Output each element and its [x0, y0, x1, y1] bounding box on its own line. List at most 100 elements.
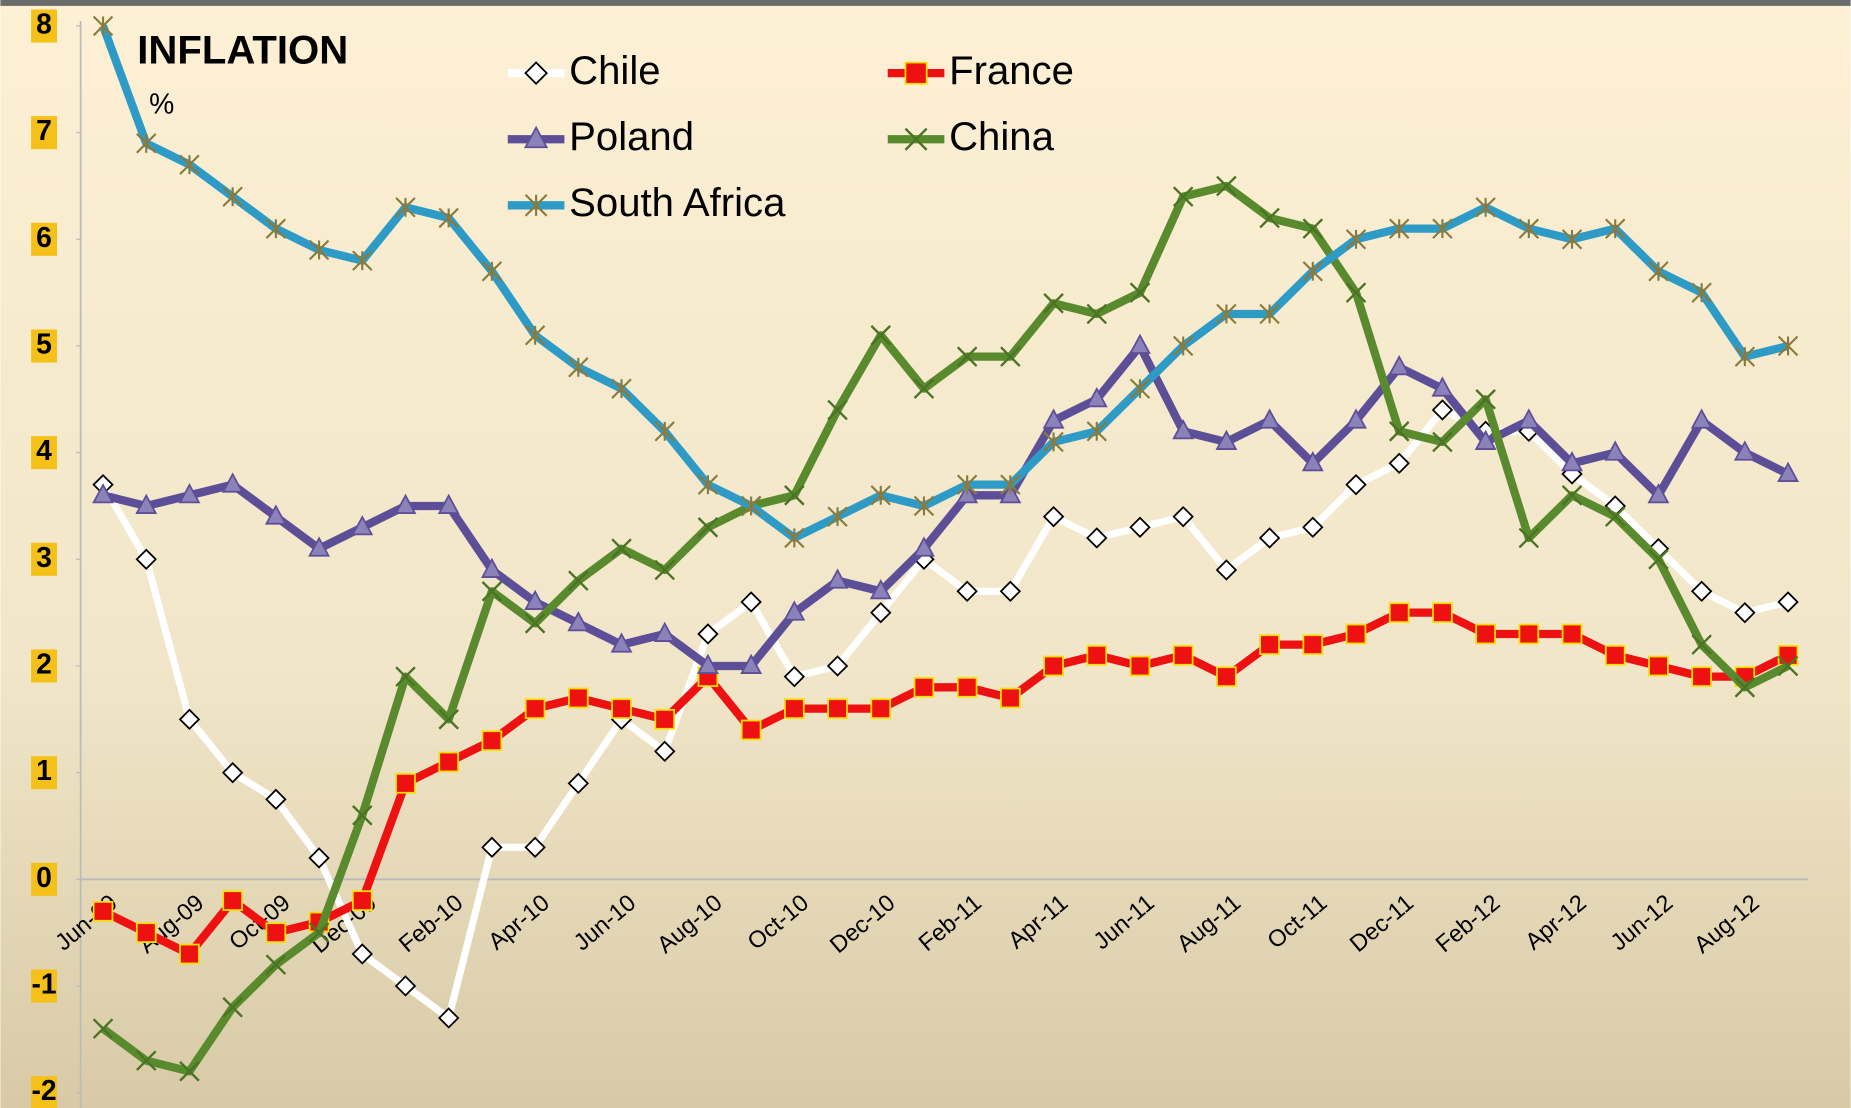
marker: [784, 527, 805, 549]
marker-shape: [956, 346, 978, 367]
marker: [1085, 387, 1108, 408]
marker-shape: [1432, 218, 1453, 239]
marker-shape: [1605, 218, 1626, 239]
marker-shape: [1345, 473, 1367, 496]
marker: [179, 154, 200, 175]
y-tick-box: [31, 436, 58, 470]
marker: [1258, 527, 1281, 549]
marker: [179, 943, 200, 965]
marker-shape: [1172, 644, 1194, 666]
marker-shape: [740, 653, 763, 674]
marker-shape: [1302, 261, 1323, 282]
marker: [1733, 440, 1756, 461]
y-tick-label: 1: [36, 754, 52, 786]
marker: [870, 325, 892, 346]
legend-label: South Africa: [569, 181, 786, 225]
marker-shape: [265, 218, 287, 239]
marker-shape: [178, 708, 201, 731]
marker-shape: [1647, 483, 1670, 504]
marker-shape: [1561, 623, 1583, 645]
marker: [524, 613, 546, 634]
marker: [904, 61, 928, 85]
marker: [135, 548, 157, 571]
marker: [1129, 378, 1151, 399]
marker-shape: [1432, 431, 1453, 453]
marker: [1561, 229, 1583, 250]
marker-shape: [1604, 506, 1626, 527]
marker: [1043, 655, 1064, 677]
marker-shape: [1043, 655, 1064, 677]
marker: [697, 474, 719, 495]
marker: [827, 698, 848, 719]
marker: [1518, 623, 1540, 645]
marker-shape: [1259, 207, 1280, 229]
marker: [135, 1050, 157, 1071]
marker: [870, 601, 892, 624]
marker: [265, 954, 287, 975]
marker: [1302, 634, 1324, 655]
marker-shape: [352, 250, 373, 271]
marker: [1172, 186, 1194, 207]
marker-shape: [913, 495, 935, 517]
marker-shape: [904, 61, 928, 85]
marker-shape: [1604, 644, 1626, 666]
marker: [265, 922, 287, 943]
marker-shape: [1000, 687, 1021, 709]
marker-shape: [740, 495, 762, 517]
marker: [222, 997, 243, 1018]
marker: [740, 653, 763, 674]
marker-shape: [869, 579, 892, 600]
marker: [740, 719, 762, 741]
marker-shape: [1216, 303, 1237, 325]
marker: [1302, 218, 1324, 239]
marker-shape: [1215, 559, 1238, 581]
marker-shape: [1129, 516, 1151, 539]
marker-shape: [956, 580, 978, 603]
marker-shape: [265, 788, 287, 811]
marker-shape: [1734, 346, 1756, 367]
marker: [395, 197, 416, 218]
marker-shape: [308, 536, 331, 557]
marker-shape: [827, 506, 848, 527]
marker-shape: [654, 421, 675, 442]
legend-label: Chile: [569, 49, 660, 93]
marker-shape: [437, 493, 460, 514]
marker: [1648, 261, 1669, 282]
marker-shape: [1777, 655, 1799, 677]
marker-shape: [1517, 408, 1540, 429]
marker-shape: [221, 761, 244, 784]
marker-shape: [222, 186, 243, 207]
marker: [1129, 655, 1151, 677]
marker: [567, 772, 590, 795]
marker-shape: [1734, 677, 1756, 698]
marker: [179, 1061, 200, 1082]
marker: [1216, 666, 1237, 687]
marker: [1517, 408, 1540, 429]
y-tick-box: [31, 222, 58, 256]
marker-shape: [481, 581, 503, 602]
marker: [1389, 218, 1410, 239]
marker-shape: [654, 708, 676, 730]
marker: [1777, 591, 1799, 613]
marker-shape: [1258, 408, 1281, 429]
marker: [1388, 421, 1410, 442]
marker-shape: [1345, 408, 1367, 429]
marker: [654, 708, 676, 730]
marker-shape: [1258, 527, 1281, 549]
marker: [783, 665, 806, 688]
marker: [1172, 419, 1195, 440]
marker: [1691, 634, 1712, 655]
marker: [913, 495, 935, 517]
marker-shape: [1086, 527, 1108, 549]
marker-shape: [524, 613, 546, 634]
marker: [136, 133, 157, 154]
marker: [92, 1018, 114, 1039]
marker: [1691, 666, 1712, 687]
marker: [1172, 505, 1194, 528]
marker: [1259, 634, 1280, 655]
marker-shape: [524, 698, 546, 719]
marker: [92, 483, 114, 504]
marker-shape: [394, 493, 417, 514]
marker-shape: [697, 653, 719, 674]
